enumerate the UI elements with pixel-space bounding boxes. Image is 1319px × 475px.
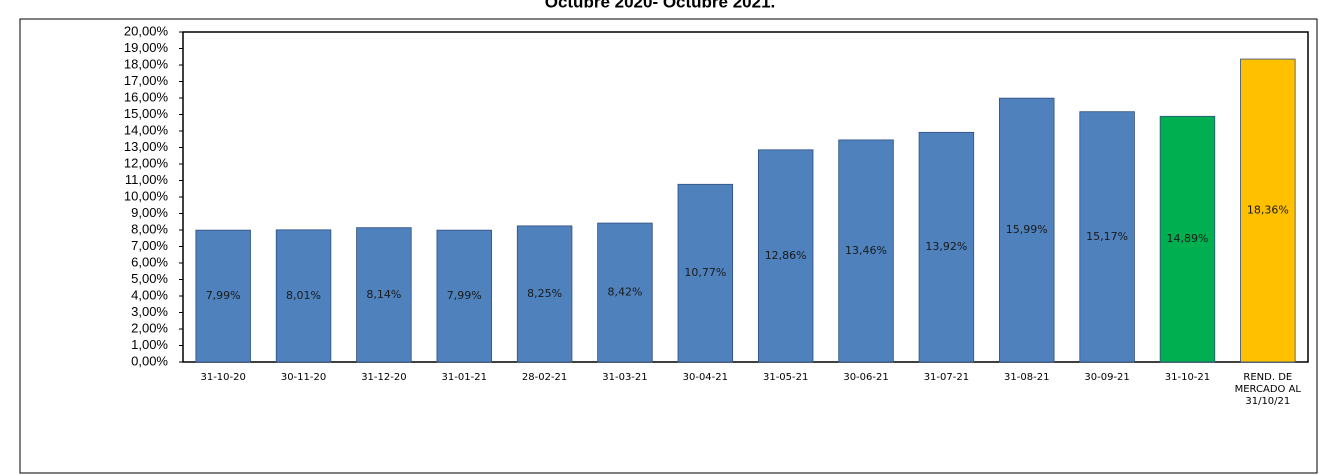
value-label: 8,25% [527,287,562,300]
bar [275,229,332,363]
x-tick-label: 30-06-21 [843,372,889,383]
x-tick-label: 30-09-21 [1084,372,1130,383]
value-label: 15,17% [1086,230,1128,243]
y-tick-label: 3,00% [131,304,168,319]
y-tick-label: 7,00% [131,238,168,253]
bar [757,149,814,363]
chart-title: Octubre 2020- Octubre 2021. [545,0,776,11]
y-tick-label: 0,00% [131,353,168,368]
y-tick-label: 4,00% [131,287,168,302]
y-tick-label: 13,00% [124,139,169,154]
y-tick-label: 11,00% [125,172,169,187]
x-tick-label: 31-07-21 [923,372,970,383]
x-tick-label: REND. DE MERCADO AL 31/10/21 [1234,372,1301,407]
y-tick-label: 20,00% [124,23,169,38]
y-tick-label: 5,00% [131,271,168,286]
x-tick-label: 30-11-20 [280,372,327,383]
value-label: 10,77% [684,266,726,279]
bar [516,225,573,363]
bar [999,97,1055,363]
x-tick-label: 31-10-20 [200,372,246,383]
y-tick-label: 16,00% [124,89,169,104]
x-tick-label: 31-12-20 [361,372,407,383]
y-tick-label: 17,00% [124,73,169,88]
value-label: 7,99% [447,289,482,302]
y-tick-label: 9,00% [131,205,168,220]
y-tick-label: 19,00% [124,40,169,55]
y-tick-label: 18,00% [124,56,169,71]
y-tick-label: 2,00% [131,320,168,335]
bar [1079,111,1135,363]
y-tick-label: 14,00% [124,122,169,137]
y-tick-label: 10,00% [124,188,169,203]
x-tick-label: 31-03-21 [602,372,648,383]
value-label: 18,36% [1247,204,1289,217]
value-label: 12,86% [765,249,807,262]
value-label: 8,14% [366,288,401,301]
bar [677,183,734,363]
plot-frame [182,31,1309,363]
x-tick-label: 31-08-21 [1004,372,1050,383]
bar [918,131,975,363]
y-tick-label: 6,00% [131,254,168,269]
x-tick-label: 31-01-21 [441,372,487,383]
bar [597,222,653,363]
value-label: 7,99% [206,289,241,302]
y-tick-label: 12,00% [124,155,169,170]
bar [1159,115,1216,363]
chart-frame [19,18,1318,474]
value-label: 8,01% [286,289,321,302]
x-tick-label: 28-02-21 [521,372,568,383]
x-tick-label: 31-10-21 [1164,372,1211,383]
value-label: 13,92% [925,240,967,253]
bar [356,227,412,363]
value-label: 15,99% [1006,223,1048,236]
value-label: 14,89% [1166,232,1208,245]
bar [838,139,894,363]
x-tick-label: 30-04-21 [682,372,728,383]
x-tick-label: 31-05-21 [762,372,809,383]
value-label: 8,42% [607,286,642,299]
value-label: 13,46% [845,244,887,257]
bar [1240,58,1296,363]
y-tick-label: 1,00% [131,337,168,352]
y-tick-label: 8,00% [131,221,168,236]
y-tick-label: 15,00% [124,106,169,121]
bar [436,229,492,363]
bar [195,229,251,363]
